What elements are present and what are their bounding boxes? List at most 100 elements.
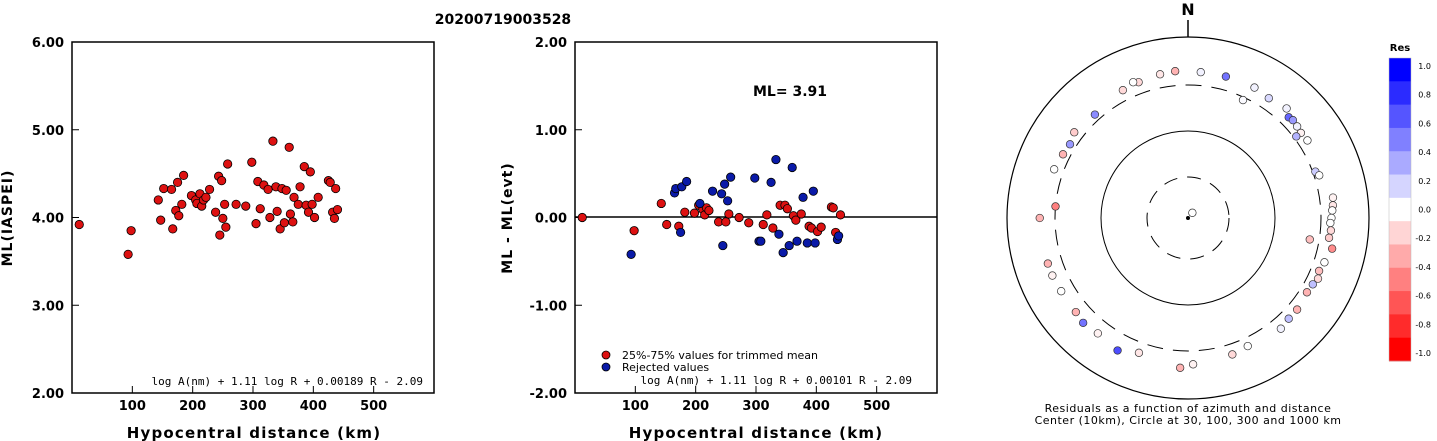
p2-x-tick-label: 500 bbox=[863, 399, 890, 414]
station-marker bbox=[1314, 266, 1324, 276]
station-marker bbox=[1276, 324, 1286, 333]
station-point bbox=[204, 184, 215, 195]
colorbar-step bbox=[1389, 81, 1411, 106]
station-marker bbox=[1196, 67, 1205, 77]
trimmed-mean-point bbox=[734, 212, 744, 223]
station-marker bbox=[1155, 70, 1165, 79]
station-point bbox=[220, 199, 230, 209]
station-marker bbox=[1243, 341, 1252, 351]
legend-trimmed-label: 25%-75% values for trimmed mean bbox=[622, 349, 818, 362]
ml-residual-panel: -2.00 -1.00 0.00 1.00 2.00 100 200 300 400 500 M… bbox=[500, 36, 938, 441]
p1-y-axis-label: ML(IASPEI) bbox=[0, 170, 16, 267]
rejected-point bbox=[774, 229, 784, 239]
colorbar-title: Res bbox=[1390, 43, 1410, 54]
trimmed-mean-point bbox=[724, 209, 734, 219]
p1-x-axis-label: Hypocentral distance (km) bbox=[127, 424, 382, 441]
rejected-point bbox=[810, 238, 820, 248]
p1-y-tick-labels: 2.00 3.00 4.00 5.00 6.00 bbox=[32, 36, 79, 402]
station-point bbox=[159, 183, 169, 194]
p1-x-tick-label: 100 bbox=[119, 399, 146, 414]
station-marker bbox=[1090, 110, 1100, 119]
caption-line-2: Center (10km), Circle at 30, 100, 300 an… bbox=[1035, 414, 1342, 427]
rejected-point bbox=[723, 196, 733, 206]
station-marker bbox=[1058, 150, 1068, 159]
station-point bbox=[255, 204, 265, 214]
trimmed-mean-point bbox=[791, 215, 801, 225]
colorbar-step bbox=[1389, 104, 1411, 129]
station-marker bbox=[1284, 314, 1293, 323]
rejected-point bbox=[834, 231, 844, 241]
rejected-point bbox=[784, 240, 794, 251]
rejected-point bbox=[787, 162, 797, 173]
p1-x-tick-label: 200 bbox=[179, 399, 206, 414]
colorbar-step bbox=[1389, 174, 1411, 199]
legend-rejected-marker bbox=[601, 362, 611, 372]
colorbar-tick-label: -1.0 bbox=[1415, 349, 1431, 358]
station-point bbox=[284, 142, 294, 152]
trimmed-mean-point bbox=[680, 207, 690, 217]
station-marker bbox=[1093, 329, 1103, 338]
trimmed-mean-point bbox=[744, 218, 754, 228]
station-marker bbox=[1320, 258, 1329, 267]
rejected-point bbox=[682, 176, 692, 187]
station-point bbox=[221, 222, 231, 232]
station-point bbox=[223, 159, 233, 169]
colorbar-step bbox=[1389, 244, 1411, 269]
colorbar-tick-label: 1.0 bbox=[1418, 62, 1431, 71]
station-point bbox=[218, 213, 228, 223]
trimmed-mean-point bbox=[768, 223, 778, 233]
station-point bbox=[172, 177, 183, 187]
rejected-point bbox=[750, 173, 760, 183]
station-marker bbox=[1324, 233, 1334, 242]
epicenter-dot bbox=[1186, 216, 1190, 220]
colorbar bbox=[1388, 57, 1412, 362]
station-point bbox=[168, 224, 178, 234]
p2-formula: log A(nm) + 1.11 log R + 0.00101 R - 2.0… bbox=[640, 374, 912, 387]
trimmed-mean-point bbox=[828, 203, 838, 213]
station-marker bbox=[1292, 132, 1301, 141]
ml-iaspei-panel: 2.00 3.00 4.00 5.00 6.00 100 200 300 400 500 Hyp… bbox=[0, 36, 435, 441]
p1-x-tick-label: 500 bbox=[360, 399, 387, 414]
rejected-point bbox=[792, 236, 802, 246]
station-marker bbox=[1048, 271, 1057, 280]
p2-data-points bbox=[577, 154, 846, 259]
station-point bbox=[285, 209, 296, 219]
station-marker bbox=[1315, 171, 1324, 180]
rejected-point bbox=[695, 198, 705, 209]
rejected-point bbox=[798, 192, 808, 202]
station-marker bbox=[1313, 274, 1323, 283]
colorbar-tick-label: 0.2 bbox=[1418, 177, 1431, 186]
station-point bbox=[329, 213, 340, 223]
p1-data-points bbox=[74, 136, 343, 259]
station-point bbox=[263, 184, 273, 195]
station-point bbox=[293, 199, 303, 209]
station-point bbox=[177, 199, 187, 209]
station-point bbox=[215, 230, 225, 240]
legend-rejected-label: Rejected values bbox=[622, 361, 709, 374]
rejected-point bbox=[726, 172, 736, 182]
colorbar-tick-label: 0.8 bbox=[1418, 91, 1431, 100]
station-marker bbox=[1035, 213, 1044, 223]
rejected-point bbox=[756, 236, 766, 246]
station-marker bbox=[1079, 318, 1088, 327]
station-point bbox=[265, 212, 275, 223]
p1-y-tick-label: 3.00 bbox=[32, 299, 64, 314]
station-marker bbox=[1051, 202, 1060, 211]
station-marker bbox=[1175, 363, 1185, 372]
colorbar-step bbox=[1389, 291, 1411, 315]
station-point bbox=[332, 205, 343, 215]
trimmed-mean-point bbox=[835, 210, 846, 220]
trimmed-mean-point bbox=[758, 219, 768, 230]
station-marker bbox=[1308, 280, 1317, 289]
station-marker bbox=[1327, 244, 1337, 253]
colorbar-step bbox=[1389, 314, 1411, 339]
station-marker bbox=[1328, 193, 1338, 202]
colorbar-step bbox=[1389, 151, 1411, 175]
ml-annotation: ML= 3.91 bbox=[753, 84, 827, 100]
station-marker bbox=[1188, 208, 1197, 217]
ring-300km bbox=[1054, 84, 1322, 352]
azimuth-residual-panel: N Residuals as a function of azimuth and… bbox=[1006, 0, 1431, 427]
colorbar-tick-label: -0.6 bbox=[1415, 292, 1431, 301]
p1-y-tick-label: 2.00 bbox=[32, 387, 64, 402]
